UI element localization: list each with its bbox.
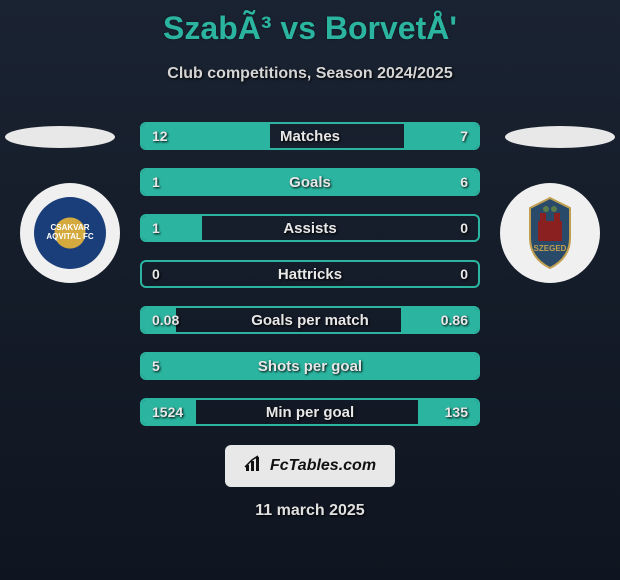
stat-value-right: 135	[445, 404, 468, 420]
stat-row: 1524Min per goal135	[140, 398, 480, 426]
stat-row: 0.08Goals per match0.86	[140, 306, 480, 334]
stat-value-right: 0.86	[441, 312, 468, 328]
stats-container: 12Matches71Goals61Assists00Hattricks00.0…	[140, 122, 480, 444]
player-slot-right	[505, 126, 615, 148]
stat-value-right: 7	[460, 128, 468, 144]
stat-label: Shots per goal	[142, 358, 478, 375]
stat-value-right: 0	[460, 220, 468, 236]
stat-label: Goals per match	[142, 312, 478, 329]
crest-left-inner: CSAKVAR AQVITAL FC	[34, 197, 106, 269]
comparison-subtitle: Club competitions, Season 2024/2025	[0, 65, 620, 83]
comparison-title: SzabÃ³ vs BorvetÅ'	[0, 0, 620, 47]
crest-left-line2: AQVITAL FC	[46, 233, 93, 242]
stat-row: 1Goals6	[140, 168, 480, 196]
stat-label: Hattricks	[142, 266, 478, 283]
stat-value-right: 6	[460, 174, 468, 190]
stat-label: Goals	[142, 174, 478, 191]
stat-label: Matches	[142, 128, 478, 145]
crest-right-svg: SZEGED	[510, 193, 590, 273]
player-slot-left	[5, 126, 115, 148]
logo-text: FcTables.com	[270, 457, 376, 475]
stat-label: Min per goal	[142, 404, 478, 421]
club-crest-right: SZEGED	[500, 183, 600, 283]
svg-text:SZEGED: SZEGED	[534, 244, 567, 253]
stat-row: 0Hattricks0	[140, 260, 480, 288]
stat-row: 12Matches7	[140, 122, 480, 150]
stat-value-right: 0	[460, 266, 468, 282]
stat-label: Assists	[142, 220, 478, 237]
site-logo: FcTables.com	[225, 445, 395, 487]
comparison-date: 11 march 2025	[0, 502, 620, 520]
chart-icon	[244, 455, 264, 478]
club-crest-left: CSAKVAR AQVITAL FC	[20, 183, 120, 283]
stat-row: 1Assists0	[140, 214, 480, 242]
crest-right-inner: SZEGED	[510, 193, 590, 273]
stat-row: 5Shots per goal	[140, 352, 480, 380]
